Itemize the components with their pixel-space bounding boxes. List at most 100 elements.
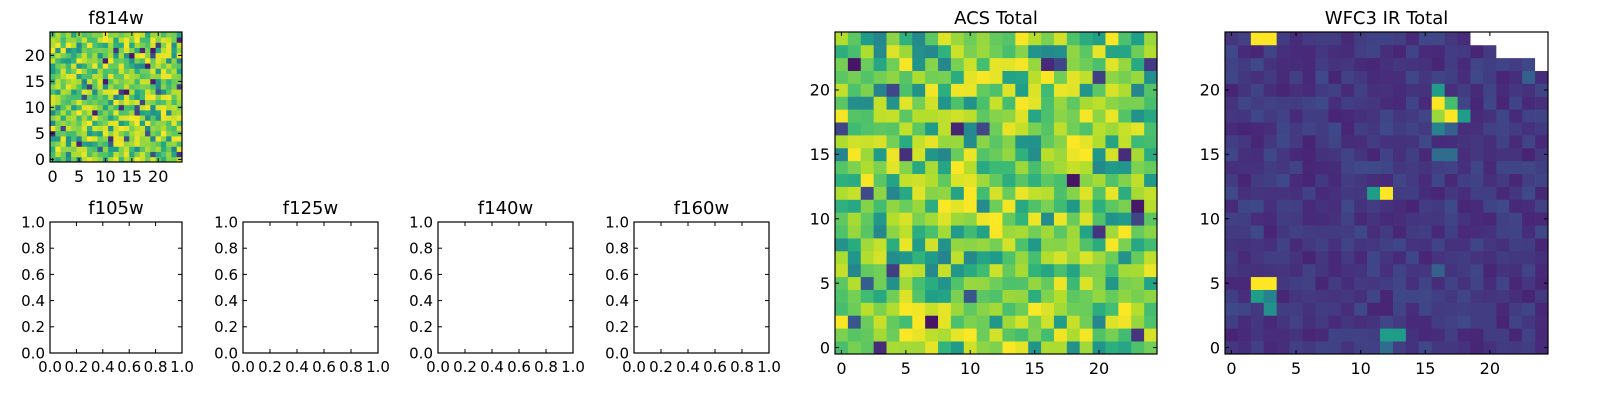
heatmap-pixel xyxy=(1470,238,1484,252)
heatmap-pixel xyxy=(65,125,72,132)
heatmap-pixel xyxy=(1276,147,1290,162)
heatmap-pixel xyxy=(886,276,900,290)
heatmap-pixel xyxy=(1328,199,1342,213)
heatmap-pixel xyxy=(1392,250,1407,265)
heatmap-pixel xyxy=(1354,199,1368,213)
heatmap-pixel xyxy=(123,151,130,158)
x-tick-label: 0.8 xyxy=(144,358,168,376)
heatmap-pixel xyxy=(989,109,1003,123)
heatmap-pixel xyxy=(1367,263,1381,278)
heatmap-pixel xyxy=(835,44,849,59)
heatmap-pixel xyxy=(1237,225,1252,239)
heatmap-pixel xyxy=(92,89,98,95)
axes-frame-f125w xyxy=(242,221,379,354)
heatmap-pixel xyxy=(139,94,146,100)
heatmap-pixel xyxy=(92,146,98,152)
heatmap-pixel xyxy=(1341,83,1355,97)
heatmap-pixel xyxy=(899,289,913,303)
heatmap-pixel xyxy=(1105,263,1119,278)
heatmap-pixel xyxy=(1092,160,1106,175)
heatmap-pixel xyxy=(1015,173,1029,187)
heatmap-pixel xyxy=(123,68,130,74)
heatmap-pixel xyxy=(886,328,900,342)
heatmap-pixel xyxy=(1470,212,1484,226)
heatmap-pixel xyxy=(1015,302,1029,316)
heatmap-pixel xyxy=(860,173,874,187)
heatmap-pixel xyxy=(835,238,849,252)
heatmap-pixel xyxy=(65,146,72,152)
heatmap-pixel xyxy=(860,238,874,252)
heatmap-pixel xyxy=(1237,250,1252,265)
heatmap-pixel xyxy=(1144,70,1158,84)
heatmap-pixel xyxy=(1028,70,1042,84)
heatmap-pixel xyxy=(1144,109,1158,123)
heatmap-pixel xyxy=(976,250,990,265)
heatmap-pixel xyxy=(1354,238,1368,252)
heatmap-pixel xyxy=(1405,302,1420,316)
heatmap-pixel xyxy=(1131,44,1145,59)
heatmap-pixel xyxy=(81,104,88,111)
heatmap-pixel xyxy=(1431,109,1445,123)
heatmap-pixel xyxy=(1237,276,1252,290)
heatmap-pixel xyxy=(1015,122,1029,136)
heatmap-pixel xyxy=(1276,122,1290,136)
heatmap-pixel xyxy=(1250,147,1265,162)
heatmap-pixel xyxy=(171,136,178,142)
heatmap-pixel xyxy=(1225,173,1239,187)
heatmap-pixel xyxy=(925,122,939,136)
heatmap-pixel xyxy=(950,225,965,239)
heatmap-pixel xyxy=(1289,122,1303,136)
heatmap-pixel xyxy=(1002,96,1016,110)
heatmap-pixel xyxy=(1302,109,1316,123)
heatmap-pixel xyxy=(1315,238,1329,252)
heatmap-pixel xyxy=(950,199,965,213)
heatmap-pixel xyxy=(118,104,125,111)
masked-pixel xyxy=(1496,44,1510,59)
heatmap-pixel xyxy=(1418,44,1433,59)
heatmap-pixel xyxy=(150,58,156,64)
heatmap-pixel xyxy=(150,32,156,38)
heatmap-pixel xyxy=(55,141,61,147)
heatmap-pixel xyxy=(938,44,952,59)
heatmap-pixel xyxy=(1522,96,1536,110)
heatmap-pixel xyxy=(171,32,178,38)
heatmap-pixel xyxy=(55,104,61,111)
heatmap-pixel xyxy=(1028,173,1042,187)
heatmap-pixel xyxy=(1354,276,1368,290)
heatmap-pixel xyxy=(139,151,146,158)
heatmap-pixel xyxy=(60,110,67,116)
heatmap-pixel xyxy=(160,136,167,142)
heatmap-pixel xyxy=(1367,225,1381,239)
heatmap-pixel xyxy=(835,289,849,303)
heatmap-pixel xyxy=(938,276,952,290)
heatmap-pixel xyxy=(1302,44,1316,59)
heatmap-pixel xyxy=(1302,289,1316,303)
heatmap-pixel xyxy=(1457,122,1471,136)
heatmap-pixel xyxy=(81,146,88,152)
heatmap-pixel xyxy=(938,250,952,265)
heatmap-pixel xyxy=(1341,250,1355,265)
heatmap-pixel xyxy=(1522,83,1536,97)
heatmap-pixel xyxy=(1392,289,1407,303)
heatmap-pixel xyxy=(1522,225,1536,239)
heatmap-pixel xyxy=(1041,122,1055,136)
heatmap-pixel xyxy=(1328,212,1342,226)
heatmap-pixel xyxy=(963,70,978,84)
heatmap-pixel xyxy=(76,58,83,64)
heatmap-pixel xyxy=(835,225,849,239)
heatmap-pixel xyxy=(166,32,172,38)
heatmap-pixel xyxy=(1118,199,1132,213)
heatmap-pixel xyxy=(1289,276,1303,290)
heatmap-pixel xyxy=(55,68,61,74)
heatmap-pixel xyxy=(1483,186,1497,200)
heatmap-pixel xyxy=(1457,96,1471,110)
heatmap-pixel xyxy=(76,125,83,132)
y-tick-label: 1.0 xyxy=(605,213,629,231)
heatmap-pixel xyxy=(55,89,61,95)
heatmap-pixel xyxy=(886,263,900,278)
heatmap-pixel xyxy=(1225,122,1239,136)
heatmap-pixel xyxy=(1250,276,1265,290)
heatmap-pixel xyxy=(886,57,900,71)
heatmap-pixel xyxy=(1418,147,1433,162)
masked-pixel xyxy=(1535,44,1549,59)
